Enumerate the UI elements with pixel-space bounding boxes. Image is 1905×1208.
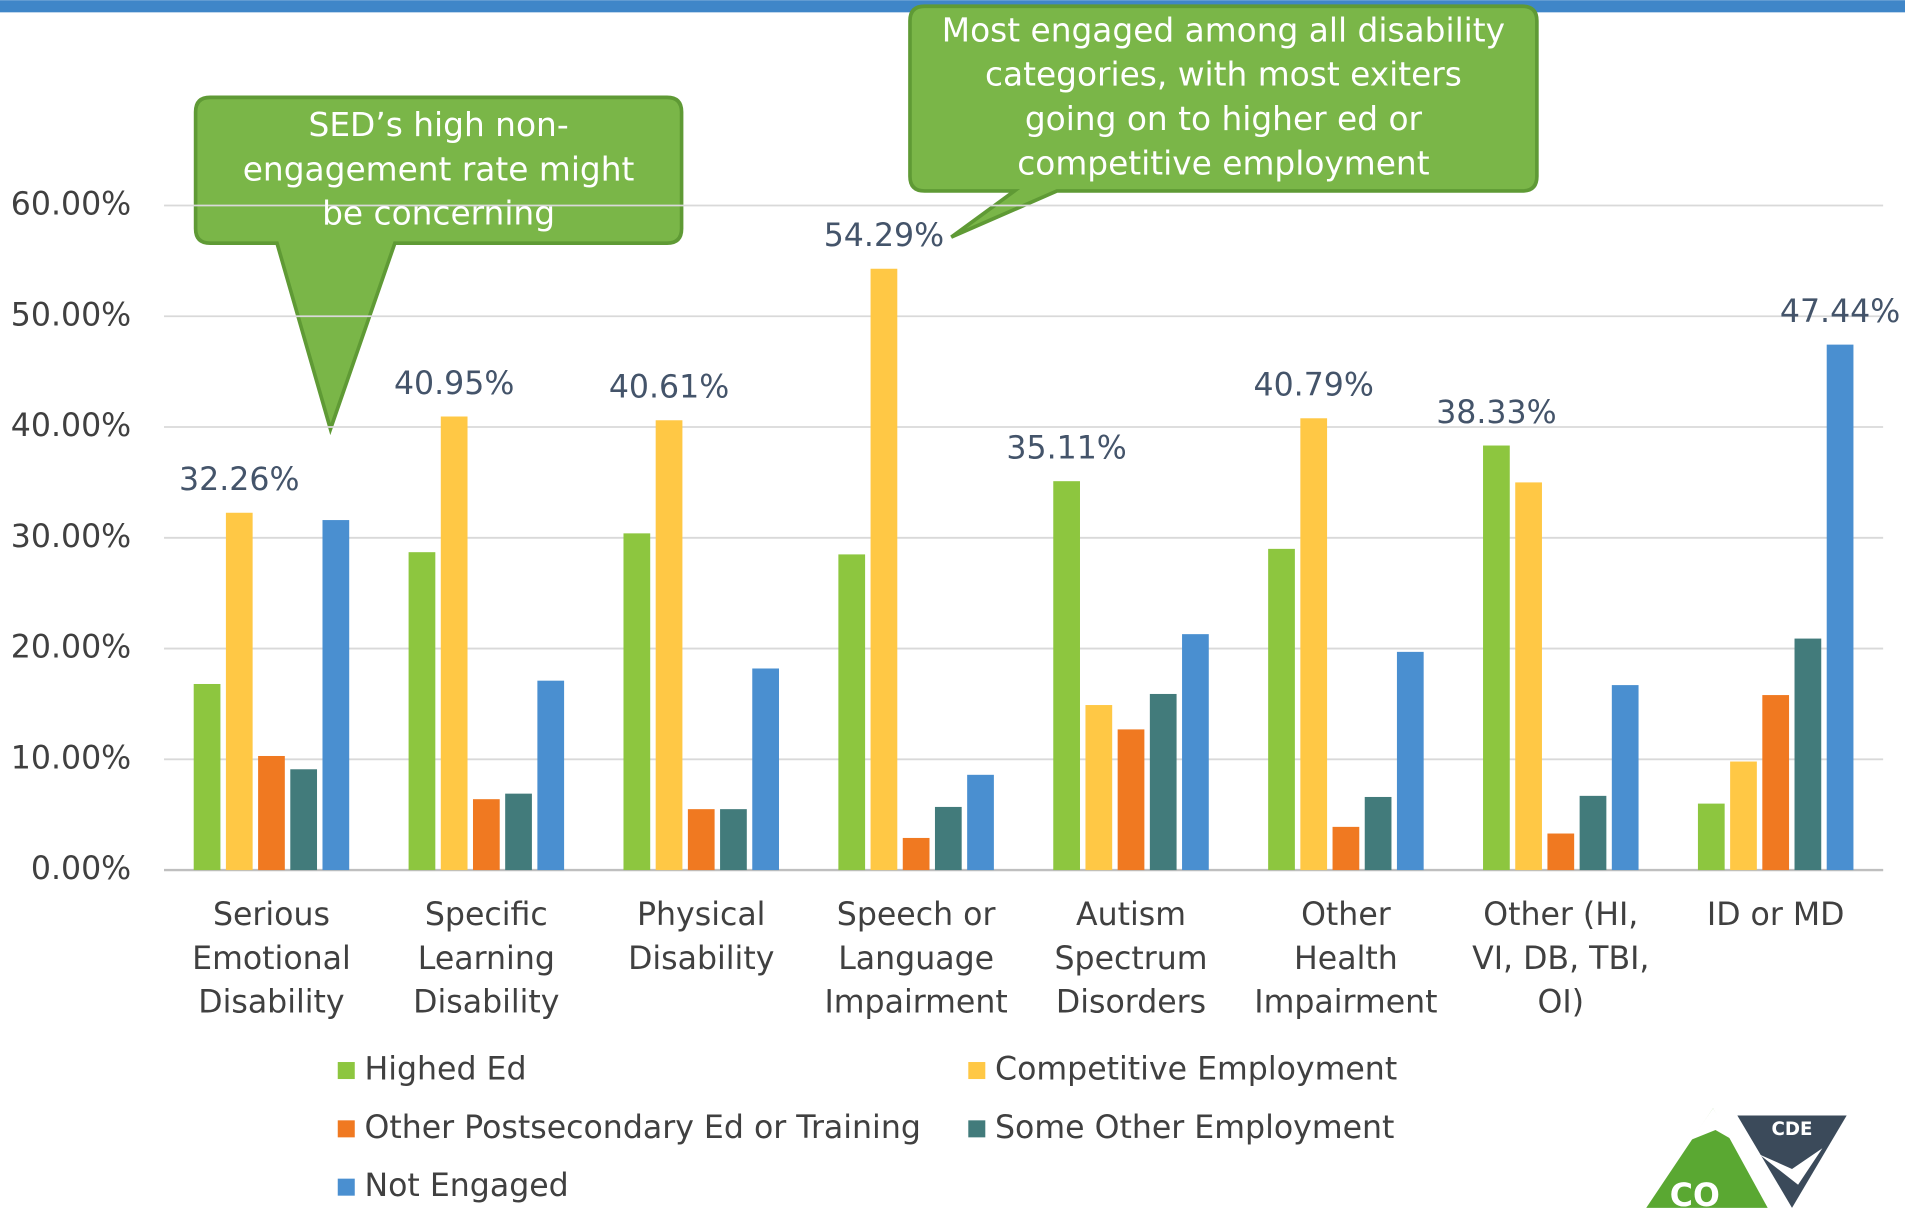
legend-label: Some Other Employment — [995, 1110, 1394, 1146]
bar — [1300, 418, 1328, 871]
data-label: 35.11% — [1006, 431, 1126, 467]
bar — [1268, 548, 1295, 871]
bar — [1332, 826, 1360, 871]
bar — [440, 416, 468, 871]
callout-text: be concerning — [322, 195, 555, 233]
y-tick-label: 30.00% — [11, 519, 131, 555]
data-label: 40.61% — [609, 370, 729, 406]
legend-swatch — [337, 1120, 355, 1138]
x-tick-label: Health — [1294, 941, 1398, 977]
bar — [505, 793, 532, 871]
bar — [322, 520, 350, 871]
bar — [1396, 651, 1424, 871]
y-tick-label: 20.00% — [11, 630, 131, 666]
legend-swatch — [968, 1120, 986, 1138]
x-tick-label: Disability — [628, 941, 774, 977]
callout-text: categories, with most exiters — [985, 56, 1462, 94]
x-tick-label: Disability — [198, 985, 344, 1021]
x-tick-label: Other (HI, — [1483, 897, 1638, 933]
callout — [193, 95, 684, 436]
bar — [290, 769, 318, 871]
data-label: 54.29% — [824, 218, 944, 254]
legend-label: Not Engaged — [364, 1168, 568, 1204]
x-tick-label: Other — [1301, 897, 1391, 933]
bar — [902, 837, 930, 871]
bar — [1697, 803, 1725, 871]
bar — [1364, 796, 1392, 871]
legend-swatch — [337, 1178, 355, 1196]
bar — [1483, 445, 1510, 871]
bar — [1053, 481, 1080, 871]
y-tick-label: 10.00% — [11, 740, 131, 776]
bar — [1794, 638, 1822, 871]
bar — [1149, 693, 1177, 871]
x-tick-label: ID or MD — [1707, 897, 1845, 933]
bar — [258, 755, 285, 871]
callout-text: Most engaged among all disability — [942, 11, 1505, 49]
legend-label: Highed Ed — [364, 1052, 526, 1088]
x-tick-label: Disorders — [1056, 985, 1206, 1021]
x-tick-label: Disability — [413, 985, 559, 1021]
y-tick-label: 50.00% — [11, 297, 131, 333]
x-tick-label: Impairment — [1254, 985, 1437, 1021]
data-label: 40.79% — [1254, 368, 1374, 404]
bar — [225, 512, 253, 871]
x-tick-label: Language — [838, 941, 994, 977]
callout-text: engagement rate might — [243, 150, 635, 188]
x-tick-label: VI, DB, TBI, — [1472, 941, 1649, 977]
x-tick-label: Serious — [213, 897, 330, 933]
x-tick-label: Emotional — [192, 941, 351, 977]
callout-text: competitive employment — [1017, 144, 1429, 182]
x-tick-label: Learning — [418, 941, 555, 977]
x-tick-label: Physical — [637, 897, 765, 933]
legend-label: Other Postsecondary Ed or Training — [364, 1110, 920, 1146]
bar — [934, 806, 962, 871]
bar — [1085, 705, 1113, 871]
logo-mark: CO — [1670, 1178, 1720, 1208]
x-tick-label: Impairment — [824, 985, 1007, 1021]
bar — [1762, 695, 1790, 871]
data-label: 38.33% — [1436, 395, 1556, 431]
bar — [1611, 685, 1639, 871]
legend-swatch — [337, 1062, 355, 1080]
bar — [870, 268, 898, 871]
bar — [1579, 795, 1607, 871]
callout-text: SED’s high non- — [309, 106, 569, 144]
callout — [908, 4, 1539, 239]
bar — [752, 668, 779, 871]
logo: CDE CO — [1646, 1108, 1847, 1208]
x-tick-label: Spectrum — [1055, 941, 1208, 977]
callout-text: going on to higher ed or — [1025, 100, 1423, 138]
bar — [1515, 482, 1542, 871]
bar — [472, 799, 500, 871]
bar — [655, 420, 683, 871]
bar — [1826, 344, 1854, 871]
bar — [193, 683, 221, 871]
bar — [838, 554, 866, 871]
bar — [967, 774, 994, 871]
bar — [720, 809, 747, 871]
logo-badge: CDE — [1772, 1119, 1813, 1140]
y-tick-label: 60.00% — [11, 187, 131, 223]
bar — [1730, 761, 1757, 871]
data-label: 40.95% — [394, 366, 514, 402]
x-tick-label: Speech or — [837, 897, 996, 933]
bar — [1182, 634, 1209, 871]
y-tick-label: 0.00% — [31, 851, 131, 887]
x-tick-label: OI) — [1538, 985, 1585, 1021]
bar — [623, 533, 651, 871]
bar — [1117, 729, 1145, 871]
bar — [537, 680, 565, 871]
bar — [687, 809, 715, 871]
bar — [1547, 833, 1575, 871]
x-tick-label: Specific — [425, 897, 548, 933]
legend-swatch — [968, 1062, 986, 1080]
bar — [408, 552, 436, 871]
y-tick-label: 40.00% — [11, 408, 131, 444]
data-label: 32.26% — [179, 462, 299, 498]
data-label: 47.44% — [1780, 294, 1900, 330]
x-tick-label: Autism — [1076, 897, 1186, 933]
legend-label: Competitive Employment — [995, 1052, 1397, 1088]
